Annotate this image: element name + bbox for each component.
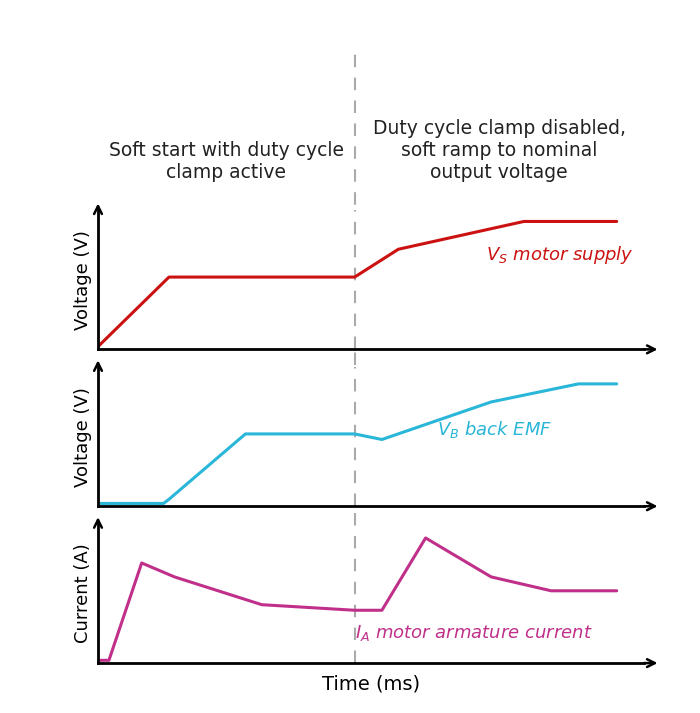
Y-axis label: Current (A): Current (A) — [74, 544, 92, 643]
Y-axis label: Voltage (V): Voltage (V) — [74, 386, 92, 487]
X-axis label: Time (ms): Time (ms) — [322, 674, 420, 693]
Text: Soft start with duty cycle
clamp active: Soft start with duty cycle clamp active — [108, 140, 344, 182]
Text: Duty cycle clamp disabled,
soft ramp to nominal
output voltage: Duty cycle clamp disabled, soft ramp to … — [373, 119, 626, 182]
Y-axis label: Voltage (V): Voltage (V) — [74, 230, 92, 330]
Text: $V_S$ motor supply: $V_S$ motor supply — [486, 244, 634, 266]
Text: $I_A$ motor armature current: $I_A$ motor armature current — [355, 622, 592, 642]
Text: $V_B$ back EMF: $V_B$ back EMF — [437, 419, 552, 440]
